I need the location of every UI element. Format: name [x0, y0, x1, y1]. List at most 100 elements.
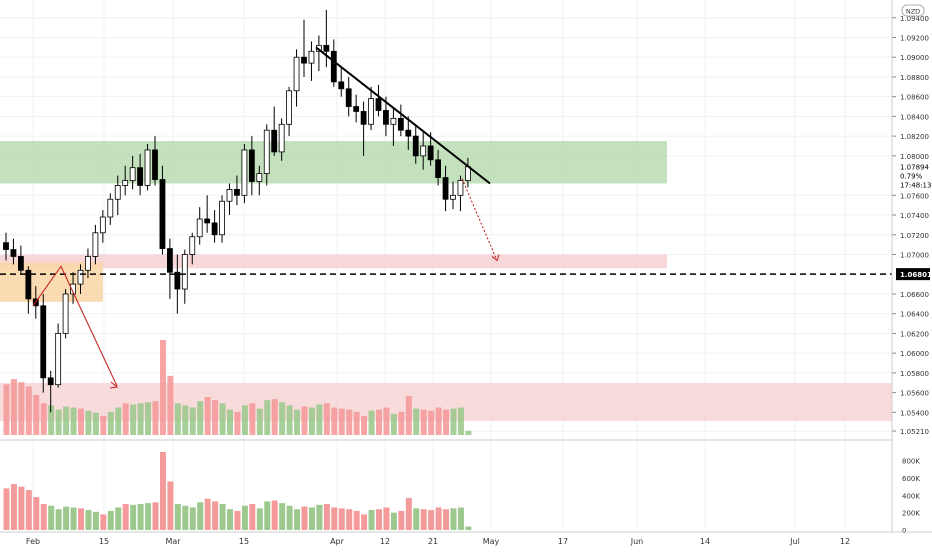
volume-overlay-bars [3, 340, 472, 435]
volume-overlay-bar [197, 401, 204, 435]
volume-bar [85, 510, 92, 530]
y-tick-label: 1.08800 [900, 74, 929, 82]
volume-overlay-bar [10, 379, 17, 435]
volume-overlay-bar [450, 408, 457, 435]
candle-body [457, 180, 464, 196]
volume-overlay-bar [115, 407, 122, 435]
candle-body [390, 117, 397, 125]
candle-body [368, 98, 374, 125]
volume-bar [159, 452, 166, 530]
volume-bar [78, 508, 84, 530]
volume-overlay-bar [55, 409, 62, 435]
candle-body [263, 129, 270, 175]
volume-bar [428, 510, 435, 530]
volume-overlay-bar [271, 399, 278, 435]
volume-bar [122, 504, 129, 530]
volume-overlay-bar [361, 416, 368, 435]
volume-bar [10, 484, 17, 530]
volume-bar [130, 504, 137, 530]
candle-body [293, 56, 300, 92]
volume-bar [107, 510, 114, 530]
highlight-zones [0, 141, 892, 421]
volume-overlay-bar [323, 403, 330, 435]
volume-bar [234, 510, 241, 530]
candle-body [375, 98, 382, 111]
volume-bar [3, 488, 10, 530]
x-tick-label: 12 [840, 537, 850, 546]
candle-body [25, 269, 32, 300]
candle-body [420, 145, 427, 157]
volume-overlay-bar [338, 408, 345, 435]
volume-bar [92, 511, 99, 530]
volume-overlay-bar [316, 404, 323, 435]
candle-body [271, 129, 278, 153]
y-tick-label: 1.08400 [900, 113, 929, 121]
volume-bar [152, 502, 159, 530]
candle-body [204, 218, 211, 224]
candle-body [360, 111, 367, 125]
y-tick-label: 1.07600 [900, 192, 929, 200]
volume-overlay-bar [92, 412, 99, 435]
candle-body [40, 305, 47, 379]
forecast-arrow-1 [32, 265, 118, 387]
volume-overlay-bar [249, 403, 256, 435]
candle-body [338, 81, 345, 90]
candle-body [412, 135, 419, 157]
candle-body [308, 50, 315, 64]
volume-pane: 800K 600K 400K 200K 0 [3, 452, 920, 535]
x-tick-label: 17 [558, 537, 568, 546]
supply-zone-green [0, 141, 667, 184]
volume-overlay-bar [152, 401, 159, 435]
volume-overlay-bar [25, 386, 32, 435]
volume-bar [435, 507, 442, 530]
volume-overlay-bar [383, 407, 390, 435]
countdown-label: 17:48:13 [900, 181, 931, 189]
candle-body [159, 179, 166, 249]
volume-overlay-bar [256, 408, 263, 435]
volume-bar [115, 507, 122, 530]
volume-bar [167, 481, 174, 530]
volume-tick-label: 400K [902, 492, 920, 500]
volume-bar [368, 510, 375, 530]
volume-bar [405, 497, 412, 530]
candle-body [323, 44, 330, 52]
y-tick-label: 1.09400 [900, 15, 929, 23]
volume-bar [137, 504, 144, 530]
trend-line [315, 46, 491, 185]
x-tick-label: Apr [330, 537, 345, 546]
volume-overlay-bar [189, 407, 196, 435]
volume-overlay-bar [376, 409, 382, 435]
y-tick-label: 1.05600 [900, 390, 929, 398]
volume-overlay-bar [234, 411, 241, 435]
resistance-zone-pink-upper [0, 254, 667, 269]
candle-body [286, 90, 293, 125]
volume-bar [279, 503, 286, 530]
volume-bar [212, 501, 219, 530]
x-tick-label: Mar [165, 537, 181, 546]
forecast-arrow-2 [461, 178, 498, 261]
volume-overlay-bar [3, 384, 10, 435]
volume-bar [256, 508, 263, 530]
volume-overlay-bar [420, 409, 427, 435]
currency-badge-label: NZD [906, 8, 920, 16]
volume-overlay-bar [219, 403, 226, 435]
candle-body [353, 106, 360, 112]
last-price-label: 1.07894 [900, 163, 929, 171]
x-tick-label: Feb [26, 537, 40, 546]
volume-bar [443, 509, 450, 530]
volume-bar [383, 507, 390, 530]
candle-body [189, 236, 196, 255]
volume-bar [323, 504, 330, 530]
y-tick-label: 1.09000 [900, 54, 929, 62]
candle-body [137, 167, 144, 186]
x-tick-label: 15 [239, 537, 249, 546]
y-tick-label: 1.05800 [900, 370, 929, 378]
volume-overlay-bar [308, 407, 315, 435]
y-tick-label: 1.06000 [900, 350, 929, 358]
y-tick-label: 1.05210 [900, 428, 929, 436]
volume-overlay-bar [279, 402, 286, 435]
volume-overlay-bar [346, 409, 353, 435]
